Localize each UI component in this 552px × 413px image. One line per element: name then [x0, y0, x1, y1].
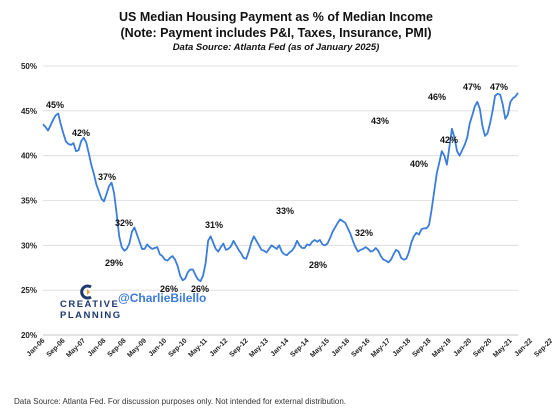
x-tick-label: Jan-14 — [270, 337, 291, 358]
x-tick-label: Sep-12 — [228, 337, 249, 358]
y-tick-label: 25% — [21, 286, 37, 295]
x-tick-label: Sep-10 — [167, 337, 188, 358]
x-tick-label: Sep-08 — [107, 337, 128, 358]
x-tick-label: Sep-20 — [472, 337, 493, 358]
x-tick-label: May-13 — [248, 337, 270, 359]
creative-planning-logo-icon — [80, 284, 92, 300]
chart-title: US Median Housing Payment as % of Median… — [119, 10, 433, 24]
x-tick-label: May-21 — [492, 337, 514, 359]
y-tick-label: 20% — [21, 331, 37, 340]
data-label: 42% — [72, 128, 90, 138]
logo-line-2: PLANNING — [60, 310, 122, 321]
x-tick-label: Jan-16 — [331, 337, 352, 358]
data-label: 33% — [276, 206, 294, 216]
logo-line-1: CREATIVE — [60, 299, 120, 310]
data-label: 26% — [160, 284, 178, 294]
logo-wordmark: CREATIVE PLANNING — [60, 299, 122, 321]
series-line — [42, 92, 519, 283]
x-tick-label: Sep-06 — [46, 337, 67, 358]
x-tick-label: Sep-18 — [411, 337, 432, 358]
y-tick-label: 30% — [21, 241, 37, 250]
data-label: 42% — [440, 135, 458, 145]
y-tick-label: 45% — [21, 107, 37, 116]
x-tick-label: May-17 — [370, 337, 392, 359]
data-label: 26% — [191, 284, 209, 294]
x-tick-label: Jan-18 — [392, 337, 413, 358]
x-tick-label: May-19 — [431, 337, 453, 359]
data-label: 45% — [46, 100, 64, 110]
data-label: 32% — [115, 218, 133, 228]
data-label: 40% — [410, 159, 428, 169]
x-tick-label: Sep-22 — [533, 337, 552, 358]
x-tick-label: May-09 — [126, 337, 148, 359]
chart-subtitle: (Note: Payment includes P&I, Taxes, Insu… — [120, 26, 432, 40]
y-tick-label: 35% — [21, 197, 37, 206]
x-tick-label: Sep-16 — [350, 337, 371, 358]
data-label: 29% — [105, 258, 123, 268]
data-label: 32% — [355, 228, 373, 238]
social-handle: @CharlieBilello — [118, 291, 207, 305]
x-tick-label: May-15 — [309, 337, 331, 359]
chart-header: US Median Housing Payment as % of Median… — [0, 9, 552, 55]
data-label: 47% — [463, 82, 481, 92]
footer-disclaimer: Data Source: Atlanta Fed. For discussion… — [14, 397, 347, 406]
data-label: 31% — [205, 220, 223, 230]
x-tick-label: May-07 — [65, 337, 87, 359]
x-tick-label: May-11 — [188, 337, 210, 359]
data-label: 28% — [309, 260, 327, 270]
data-label: 46% — [428, 92, 446, 102]
x-tick-label: Jan-20 — [453, 337, 474, 358]
y-tick-label: 40% — [21, 152, 37, 161]
y-tick-label: 50% — [21, 62, 37, 71]
data-label: 47% — [490, 82, 508, 92]
data-labels: 45% 42% 37% 32% 29% 26% 26% 31% 33% 28% 32% 43% 40% 4… — [46, 82, 508, 294]
chart-source-note: Data Source: Atlanta Fed (as of January … — [172, 42, 380, 53]
x-tick-label: Jan-22 — [513, 337, 534, 358]
y-axis: 20% 25% 30% 35% 40% 45% 50% — [21, 62, 37, 340]
data-label: 37% — [98, 172, 116, 182]
brand-block: CREATIVE PLANNING @CharlieBilello — [60, 284, 260, 324]
x-tick-label: Jan-06 — [26, 337, 47, 358]
x-tick-label: Jan-10 — [148, 337, 169, 358]
x-tick-label: Sep-14 — [289, 337, 310, 358]
x-tick-label: Jan-08 — [87, 337, 108, 358]
data-label: 43% — [371, 116, 389, 126]
x-tick-label: Jan-12 — [209, 337, 230, 358]
